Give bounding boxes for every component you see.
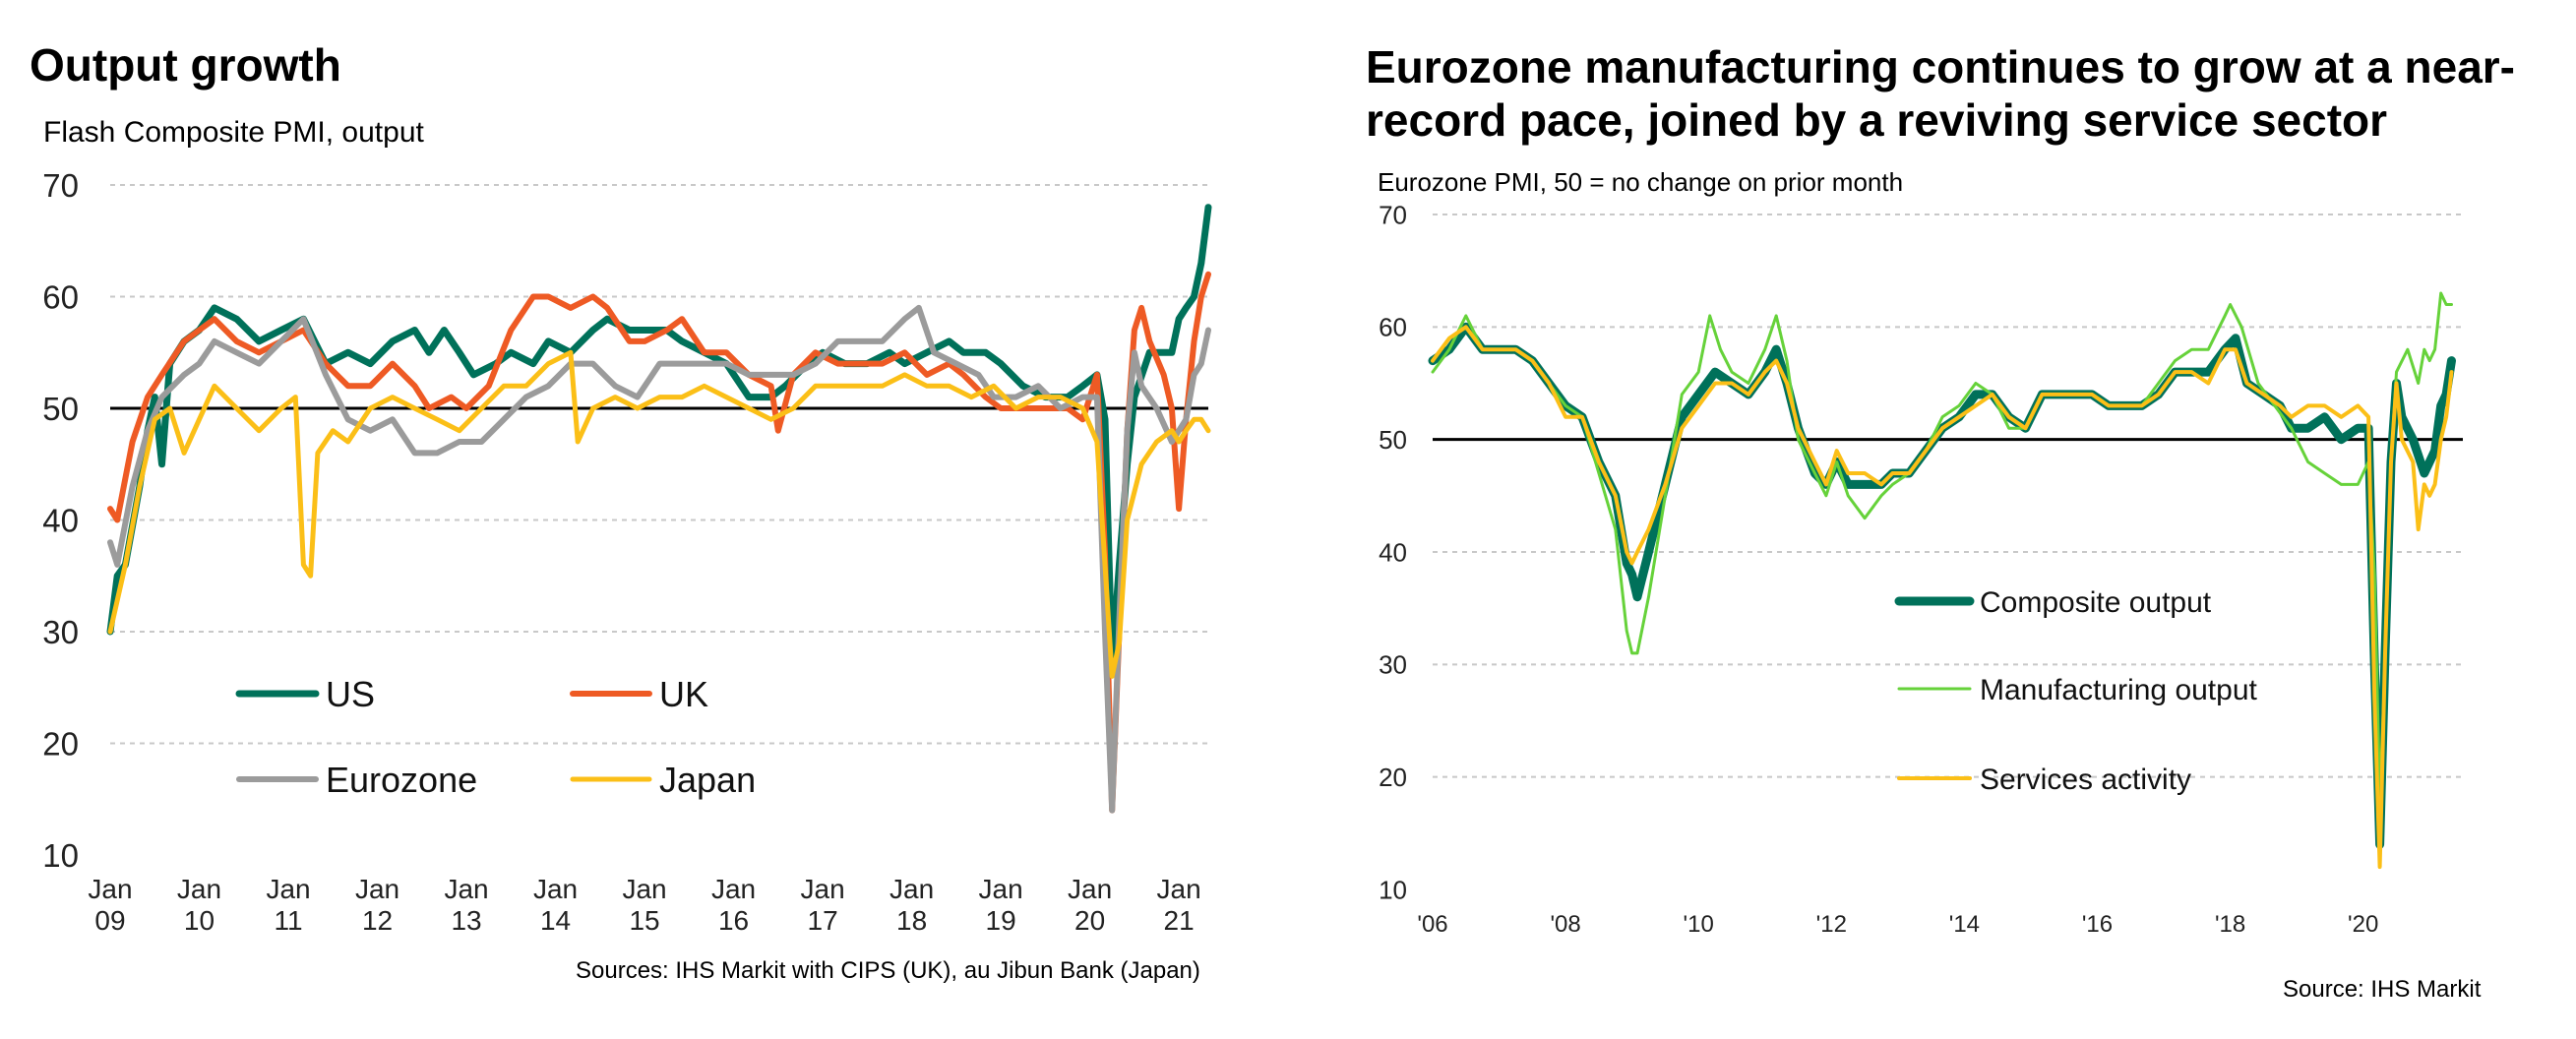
chart-title-line-2: record pace, joined by a reviving servic… xyxy=(1366,94,2388,146)
left-chart-panel: Output growth Flash Composite PMI, outpu… xyxy=(0,0,1279,1039)
x-tick-label: '16 xyxy=(2082,911,2113,938)
y-tick-label: 10 xyxy=(1379,875,1407,904)
x-tick-label: '06 xyxy=(1417,911,1447,938)
x-tick-label: '14 xyxy=(1949,911,1980,938)
x-tick-label: Jan xyxy=(889,874,934,904)
y-tick-label: 30 xyxy=(1379,650,1407,680)
x-tick-label-year: 14 xyxy=(540,905,571,936)
x-tick-label-year: 09 xyxy=(94,905,125,936)
x-tick-label-year: 16 xyxy=(718,905,749,936)
x-tick-label: Jan xyxy=(444,874,488,904)
x-tick-label: '20 xyxy=(2348,911,2378,938)
series-line-uk xyxy=(107,271,1211,814)
x-tick-label-year: 17 xyxy=(808,905,838,936)
x-tick-label: Jan xyxy=(266,874,310,904)
chart-source: Sources: IHS Markit with CIPS (UK), au J… xyxy=(576,957,1200,984)
legend-label: Services activity xyxy=(1980,764,2191,796)
x-tick-label: '18 xyxy=(2215,911,2245,938)
legend-label: Manufacturing output xyxy=(1980,674,2258,706)
y-tick-label: 20 xyxy=(42,725,79,762)
chart-subtitle: Flash Composite PMI, output xyxy=(43,116,424,149)
y-tick-label: 70 xyxy=(1379,200,1407,229)
y-tick-label: 40 xyxy=(1379,537,1407,567)
chart-subtitle: Eurozone PMI, 50 = no change on prior mo… xyxy=(1378,167,1904,197)
y-tick-label: 40 xyxy=(42,502,79,538)
left-line-chart: 70605040302010Jan09Jan10Jan11Jan12Jan13J… xyxy=(42,167,1212,936)
series-line-us xyxy=(106,204,1212,669)
x-tick-label: Jan xyxy=(622,874,666,904)
x-tick-label: Jan xyxy=(1068,874,1112,904)
x-tick-label: Jan xyxy=(801,874,845,904)
series-line-composite-output xyxy=(1428,322,2456,849)
legend-label: US xyxy=(326,674,375,714)
y-tick-label: 30 xyxy=(42,614,79,650)
chart-source: Source: IHS Markit xyxy=(2283,976,2482,1003)
x-tick-label-year: 18 xyxy=(896,905,927,936)
legend-label: UK xyxy=(659,674,708,714)
x-tick-label: '12 xyxy=(1816,911,1847,938)
x-tick-label-year: 19 xyxy=(986,905,1016,936)
chart-title: Output growth xyxy=(30,39,341,91)
x-tick-label: Jan xyxy=(979,874,1023,904)
x-tick-label-year: 21 xyxy=(1164,905,1195,936)
x-tick-label-year: 15 xyxy=(629,905,659,936)
x-tick-label-year: 20 xyxy=(1074,905,1105,936)
chart-title-line-1: Eurozone manufacturing continues to grow… xyxy=(1366,41,2515,92)
y-tick-label: 10 xyxy=(42,837,79,874)
x-tick-label: '10 xyxy=(1684,911,1714,938)
x-tick-label: Jan xyxy=(88,874,132,904)
x-tick-label: Jan xyxy=(711,874,756,904)
legend-label: Composite output xyxy=(1980,586,2212,619)
x-tick-label: Jan xyxy=(177,874,221,904)
x-tick-label: Jan xyxy=(533,874,578,904)
x-tick-label-year: 12 xyxy=(362,905,393,936)
x-tick-label-year: 11 xyxy=(274,905,302,936)
series-line-manufacturing-output xyxy=(1431,291,2453,801)
right-line-chart: 70 60 50 40 30 20 10 '06 '08 '10 '12 '14 '16 '18 '20 Co… xyxy=(1379,200,2463,938)
y-tick-label: 50 xyxy=(42,391,79,427)
legend-label: Eurozone xyxy=(326,760,477,800)
series-line-services-activity xyxy=(1431,325,2454,870)
legend-label: Japan xyxy=(659,760,756,800)
x-tick-label: Jan xyxy=(355,874,399,904)
y-tick-label: 60 xyxy=(1379,313,1407,342)
x-tick-label-year: 10 xyxy=(184,905,215,936)
x-tick-label: Jan xyxy=(1157,874,1201,904)
x-tick-label: '08 xyxy=(1550,911,1580,938)
y-tick-label: 50 xyxy=(1379,425,1407,455)
x-tick-label-year: 13 xyxy=(451,905,481,936)
y-tick-label: 20 xyxy=(1379,763,1407,792)
y-tick-label: 60 xyxy=(42,278,79,315)
right-chart-panel: Eurozone manufacturing continues to grow… xyxy=(1319,0,2576,1039)
series-line-japan xyxy=(107,349,1211,679)
y-tick-label: 70 xyxy=(42,167,79,204)
series-line-eurozone xyxy=(107,304,1211,814)
